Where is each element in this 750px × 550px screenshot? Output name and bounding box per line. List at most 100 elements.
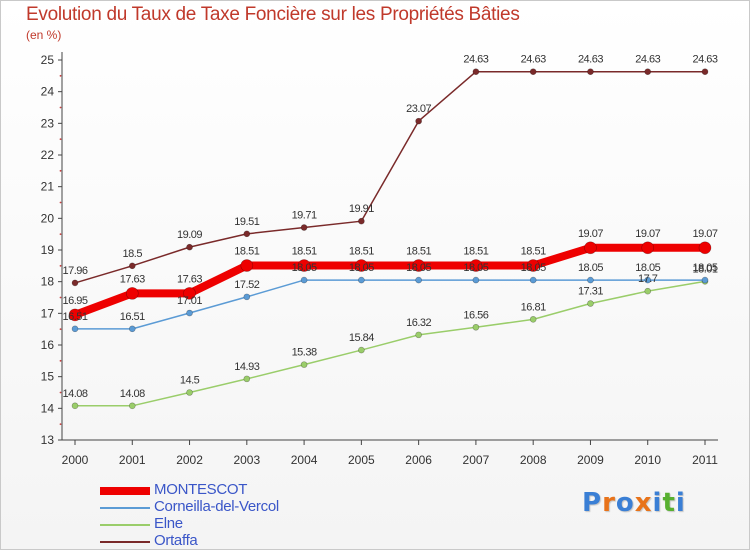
data-point xyxy=(186,309,193,317)
data-label: 19.07 xyxy=(578,228,603,240)
data-label: 16.51 xyxy=(62,311,87,323)
data-point xyxy=(243,293,251,301)
y-tick-label: 23 xyxy=(41,116,55,130)
data-label: 17.52 xyxy=(234,279,259,291)
data-point xyxy=(358,217,365,225)
data-point xyxy=(529,276,537,284)
data-label: 18.05 xyxy=(463,262,488,274)
data-point xyxy=(71,279,79,287)
data-point xyxy=(71,402,79,410)
logo-letter: P xyxy=(582,488,603,518)
data-point xyxy=(587,276,594,284)
chart-unit-label: (en %) xyxy=(26,28,62,42)
data-point xyxy=(644,68,652,76)
data-point xyxy=(412,259,425,272)
y-minor-tick xyxy=(59,74,62,77)
y-tick-label: 21 xyxy=(41,180,55,194)
data-label: 24.63 xyxy=(521,54,546,66)
logo-letter: r xyxy=(602,488,616,518)
data-label: 17.01 xyxy=(177,295,202,307)
legend-label: Ortaffa xyxy=(154,532,198,549)
y-tick-label: 14 xyxy=(41,401,55,415)
y-minor-tick xyxy=(59,391,62,394)
data-point xyxy=(644,276,652,284)
data-label: 18.51 xyxy=(292,246,317,258)
data-label: 18.05 xyxy=(692,262,717,274)
chart-title: Evolution du Taux de Taxe Foncière sur l… xyxy=(26,4,520,25)
y-minor-tick xyxy=(59,328,62,331)
data-label: 17.7 xyxy=(638,273,658,285)
y-tick-label: 19 xyxy=(41,243,55,257)
data-point xyxy=(300,361,308,368)
data-point xyxy=(472,68,480,76)
data-point xyxy=(68,308,82,322)
series-line-3 xyxy=(74,70,706,284)
data-label: 19.09 xyxy=(177,229,202,241)
data-point xyxy=(415,276,422,284)
data-label: 19.07 xyxy=(692,228,717,240)
legend-swatch xyxy=(100,507,150,509)
data-point xyxy=(587,68,594,76)
data-point xyxy=(243,375,251,383)
y-minor-tick xyxy=(59,423,62,426)
x-tick-label: 2001 xyxy=(119,453,146,467)
x-tick-label: 2010 xyxy=(634,453,661,467)
data-point xyxy=(644,287,652,295)
data-point xyxy=(128,262,136,270)
data-label: 16.81 xyxy=(521,301,546,313)
data-point xyxy=(701,68,709,76)
x-tick-label: 2007 xyxy=(463,453,490,467)
data-label: 14.08 xyxy=(120,388,145,400)
data-label: 18.05 xyxy=(349,262,374,274)
y-tick-label: 24 xyxy=(41,85,55,99)
data-point xyxy=(128,325,136,333)
data-label: 18.05 xyxy=(406,262,431,274)
data-label: 15.38 xyxy=(292,347,317,359)
x-tick-label: 2003 xyxy=(233,453,260,467)
data-point xyxy=(358,276,365,284)
data-label: 14.93 xyxy=(234,361,259,373)
x-tick-label: 2002 xyxy=(176,453,203,467)
legend-label: Corneilla-del-Vercol xyxy=(154,498,279,515)
y-tick-label: 20 xyxy=(41,211,55,225)
data-point xyxy=(183,287,196,300)
data-point xyxy=(472,276,480,284)
x-tick-label: 2009 xyxy=(577,453,604,467)
data-point xyxy=(698,241,712,255)
y-tick-label: 15 xyxy=(41,370,55,384)
data-label: 16.95 xyxy=(62,295,87,307)
y-minor-tick xyxy=(59,138,62,141)
logo-letter: t xyxy=(662,488,676,518)
y-minor-tick xyxy=(59,296,62,299)
data-point xyxy=(186,243,193,251)
data-point xyxy=(71,325,79,333)
y-tick-label: 18 xyxy=(41,275,55,289)
data-label: 14.08 xyxy=(62,388,87,400)
data-label: 24.63 xyxy=(692,54,717,66)
data-label: 18.51 xyxy=(349,246,374,258)
data-label: 14.5 xyxy=(180,375,200,387)
data-label: 18.05 xyxy=(635,262,660,274)
data-point xyxy=(355,259,368,272)
y-tick-label: 16 xyxy=(41,338,55,352)
y-minor-tick xyxy=(59,201,62,204)
data-label: 16.56 xyxy=(463,309,488,321)
data-label: 18.51 xyxy=(521,246,546,258)
y-minor-tick xyxy=(59,359,62,362)
data-label: 18.05 xyxy=(292,262,317,274)
data-label: 19.07 xyxy=(635,228,660,240)
data-label: 16.32 xyxy=(406,317,431,329)
series-line-0 xyxy=(71,243,709,319)
data-point xyxy=(584,241,597,255)
data-label: 15.84 xyxy=(349,332,374,344)
data-label: 24.63 xyxy=(463,54,488,66)
data-point xyxy=(125,287,139,300)
data-label: 18.05 xyxy=(521,262,546,274)
data-label: 18.01 xyxy=(692,263,717,275)
x-tick-label: 2008 xyxy=(520,453,547,467)
data-point xyxy=(529,316,537,323)
data-point xyxy=(240,259,254,272)
data-point xyxy=(128,402,136,410)
y-minor-tick xyxy=(59,233,62,236)
